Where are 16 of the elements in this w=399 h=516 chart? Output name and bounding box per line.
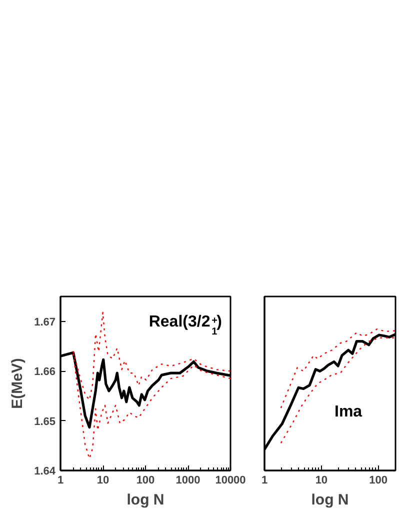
x-tick-label: 1 — [57, 474, 64, 486]
x-tick-label: 1 — [261, 474, 268, 486]
x-tick-label: 10 — [96, 474, 110, 486]
x-tick-label: 100 — [369, 474, 388, 486]
y-axis-title: E(MeV) — [9, 358, 26, 409]
x-axis-title: log N — [126, 492, 164, 508]
x-tick-label: 100 — [136, 474, 155, 486]
x-tick-label: 1000 — [176, 474, 200, 486]
x-axis-title: log N — [311, 492, 349, 508]
x-tick-label: 10 — [315, 474, 328, 486]
y-tick-label: 1.65 — [34, 416, 56, 428]
x-tick-label: 10000 — [215, 474, 246, 486]
annotation: Ima — [334, 404, 362, 420]
y-tick-label: 1.67 — [34, 316, 56, 328]
y-tick-label: 1.66 — [34, 366, 56, 378]
y-tick-label: 1.64 — [34, 466, 56, 478]
